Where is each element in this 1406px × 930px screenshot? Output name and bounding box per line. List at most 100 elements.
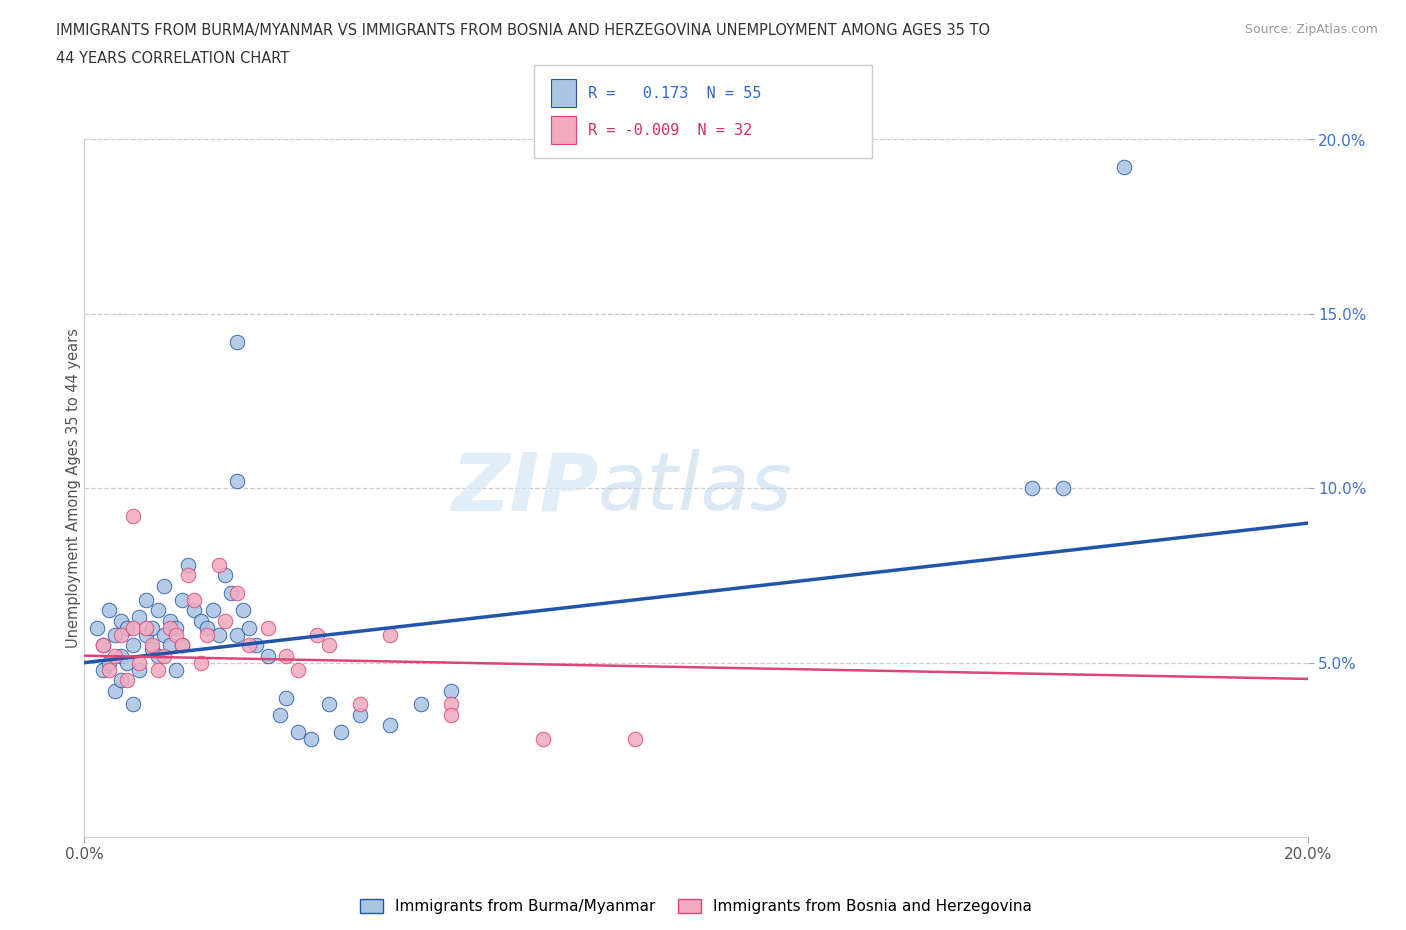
- Point: [122, 638, 145, 653]
- Point: [172, 638, 194, 653]
- Point: [380, 628, 402, 643]
- Point: [440, 683, 463, 698]
- Point: [104, 628, 127, 643]
- Point: [208, 558, 231, 573]
- Point: [141, 620, 163, 635]
- Point: [201, 603, 224, 618]
- Text: Source: ZipAtlas.com: Source: ZipAtlas.com: [1244, 23, 1378, 36]
- Point: [183, 603, 205, 618]
- Point: [232, 603, 254, 618]
- Point: [1052, 481, 1074, 496]
- Point: [257, 648, 280, 663]
- Point: [91, 638, 114, 653]
- Point: [91, 638, 114, 653]
- Point: [349, 698, 371, 712]
- Point: [153, 578, 176, 593]
- Text: R =   0.173  N = 55: R = 0.173 N = 55: [588, 86, 761, 100]
- Point: [238, 638, 260, 653]
- Point: [115, 655, 138, 670]
- Point: [97, 662, 120, 677]
- Point: [135, 620, 157, 635]
- Point: [183, 592, 205, 607]
- Point: [238, 620, 260, 635]
- Point: [1114, 160, 1136, 175]
- Point: [110, 648, 132, 663]
- Point: [146, 603, 169, 618]
- Point: [245, 638, 267, 653]
- Text: 44 YEARS CORRELATION CHART: 44 YEARS CORRELATION CHART: [56, 51, 290, 66]
- Point: [1021, 481, 1043, 496]
- Point: [135, 592, 157, 607]
- Point: [531, 732, 554, 747]
- Point: [141, 642, 163, 657]
- Point: [115, 672, 138, 687]
- Text: atlas: atlas: [598, 449, 793, 527]
- Point: [128, 655, 150, 670]
- Point: [141, 638, 163, 653]
- Point: [208, 628, 231, 643]
- Point: [269, 708, 291, 723]
- Point: [135, 628, 157, 643]
- Point: [122, 509, 145, 524]
- Point: [195, 628, 218, 643]
- Point: [91, 662, 114, 677]
- Point: [409, 698, 432, 712]
- Point: [128, 610, 150, 625]
- Point: [128, 662, 150, 677]
- Point: [172, 592, 194, 607]
- Point: [214, 568, 236, 583]
- Point: [330, 725, 353, 740]
- Point: [349, 708, 371, 723]
- Point: [190, 614, 212, 629]
- Point: [219, 586, 242, 601]
- Point: [122, 620, 145, 635]
- Point: [146, 648, 169, 663]
- Point: [104, 683, 127, 698]
- Point: [153, 648, 176, 663]
- Point: [299, 732, 322, 747]
- Point: [165, 628, 187, 643]
- Point: [190, 655, 212, 670]
- Point: [226, 586, 249, 601]
- Point: [177, 568, 200, 583]
- Legend: Immigrants from Burma/Myanmar, Immigrants from Bosnia and Herzegovina: Immigrants from Burma/Myanmar, Immigrant…: [354, 893, 1038, 920]
- Point: [110, 614, 132, 629]
- Point: [226, 335, 249, 350]
- Point: [153, 628, 176, 643]
- Point: [177, 558, 200, 573]
- Point: [276, 648, 298, 663]
- Point: [214, 614, 236, 629]
- Point: [440, 698, 463, 712]
- Text: IMMIGRANTS FROM BURMA/MYANMAR VS IMMIGRANTS FROM BOSNIA AND HERZEGOVINA UNEMPLOY: IMMIGRANTS FROM BURMA/MYANMAR VS IMMIGRA…: [56, 23, 990, 38]
- Point: [287, 662, 309, 677]
- Point: [97, 603, 120, 618]
- Point: [159, 620, 181, 635]
- Point: [115, 620, 138, 635]
- Point: [276, 690, 298, 705]
- Point: [165, 620, 187, 635]
- Point: [318, 638, 340, 653]
- Point: [97, 655, 120, 670]
- Point: [195, 620, 218, 635]
- Point: [172, 638, 194, 653]
- Point: [165, 662, 187, 677]
- Point: [146, 662, 169, 677]
- Y-axis label: Unemployment Among Ages 35 to 44 years: Unemployment Among Ages 35 to 44 years: [66, 328, 80, 648]
- Point: [305, 628, 328, 643]
- Point: [110, 672, 132, 687]
- Point: [122, 698, 145, 712]
- Point: [318, 698, 340, 712]
- Point: [624, 732, 647, 747]
- Point: [226, 474, 249, 489]
- Point: [110, 628, 132, 643]
- Text: R = -0.009  N = 32: R = -0.009 N = 32: [588, 123, 752, 138]
- Text: ZIP: ZIP: [451, 449, 598, 527]
- Point: [86, 620, 108, 635]
- Point: [440, 708, 463, 723]
- Point: [226, 628, 249, 643]
- Point: [287, 725, 309, 740]
- Point: [104, 648, 127, 663]
- Point: [159, 638, 181, 653]
- Point: [380, 718, 402, 733]
- Point: [159, 614, 181, 629]
